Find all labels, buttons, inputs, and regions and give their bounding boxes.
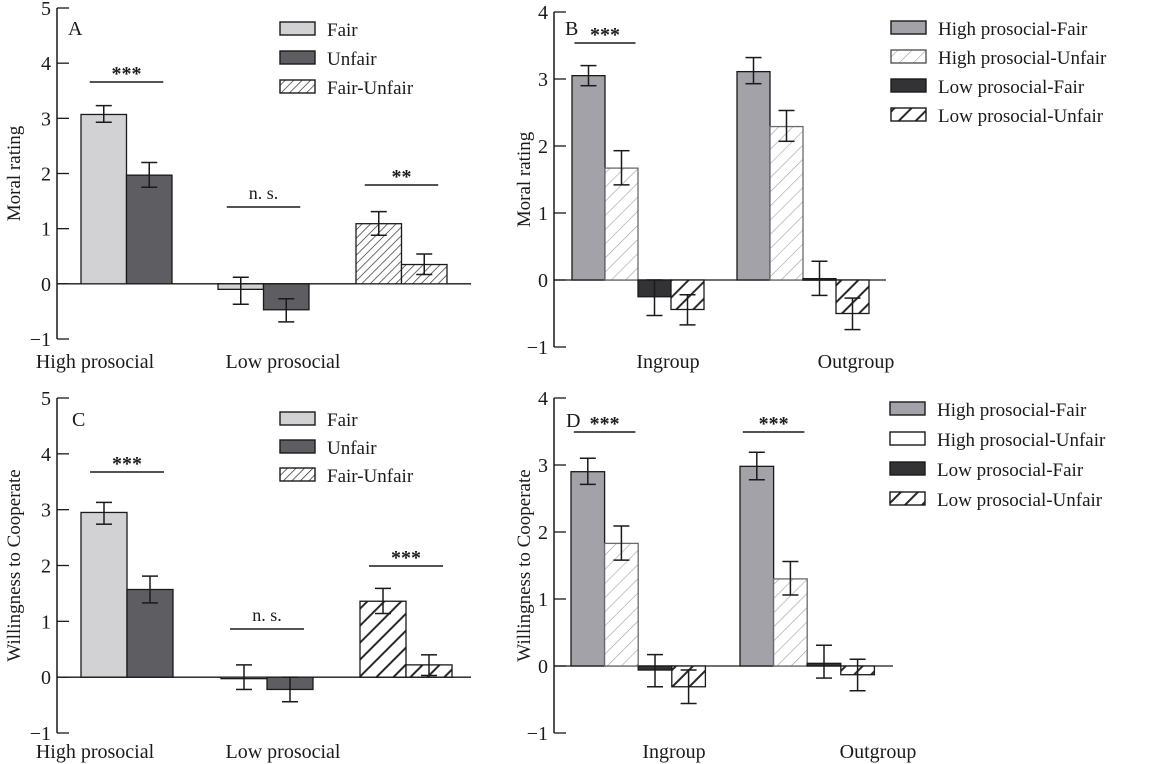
bar-high-prosocial-fair-ingroup: [571, 75, 606, 281]
legend-label: Fair-Unfair: [327, 466, 414, 487]
legend-swatch-low-prosocial-unfair: [889, 491, 926, 506]
legend-swatch-high-prosocial-fair: [890, 20, 927, 35]
x-category-label: Outgroup: [840, 741, 917, 763]
y-tick-label: 0: [538, 656, 548, 678]
x-category-label: Low prosocial: [226, 741, 341, 763]
y-tick-label: 5: [41, 388, 51, 410]
significance-marker: n. s.: [252, 605, 282, 625]
y-tick-label: −1: [30, 329, 51, 351]
legend-swatch-fair: [279, 21, 316, 36]
y-tick-label: 3: [538, 69, 548, 91]
y-axis-label: Willingness to Cooperate: [514, 469, 535, 661]
panel-label: C: [72, 409, 85, 431]
legend-swatch-low-prosocial-fair: [889, 461, 926, 476]
significance-marker: ***: [590, 24, 620, 46]
legend-label: High prosocial-Unfair: [937, 430, 1106, 451]
y-tick-label: 2: [538, 136, 548, 158]
y-tick-label: 4: [538, 2, 548, 24]
y-tick-label: 0: [41, 274, 51, 296]
legend-label: Low prosocial-Fair: [937, 460, 1084, 481]
y-tick-label: 1: [538, 589, 548, 611]
legend-label: Low prosocial-Fair: [938, 77, 1085, 98]
bar-fair-high-prosocial: [80, 113, 128, 285]
y-tick-label: −1: [527, 337, 548, 359]
legend-swatch-fair-unfair: [279, 79, 316, 94]
y-tick-label: 4: [41, 444, 51, 466]
bar-high-prosocial-unfair-ingroup: [604, 167, 639, 281]
significance-marker: ***: [112, 63, 142, 85]
legend-label: Unfair: [327, 438, 377, 459]
legend-label: Fair: [327, 410, 358, 431]
y-axis-label: Moral rating: [514, 131, 535, 227]
x-category-label: Low prosocial: [226, 351, 341, 373]
y-tick-label: −1: [30, 723, 51, 745]
bar-high-prosocial-unfair-outgroup: [769, 125, 804, 281]
panel-d: −1 0 1 2 3 4 Willingness to Cooperate D *** *** In…: [514, 388, 1106, 763]
legend-label: Unfair: [327, 49, 377, 70]
significance-marker: ***: [391, 547, 421, 569]
legend-swatch-low-prosocial-unfair: [890, 107, 927, 122]
bar-high-prosocial-unfair-ingroup: [603, 542, 639, 667]
panel-label: A: [68, 18, 83, 40]
legend-swatch-fair-unfair: [279, 467, 316, 482]
legend-label: Fair-Unfair: [327, 78, 414, 99]
y-tick-label: 4: [41, 53, 51, 75]
significance-marker: ***: [759, 413, 789, 435]
significance-marker: ***: [590, 413, 620, 435]
y-tick-label: 2: [41, 556, 51, 578]
y-tick-label: 1: [41, 611, 51, 633]
legend-swatch-high-prosocial-fair: [889, 401, 926, 416]
y-tick-label: 3: [41, 108, 51, 130]
bar-high-prosocial-fair-outgroup: [736, 70, 771, 281]
x-category-label: High prosocial: [36, 741, 155, 763]
significance-marker: ***: [112, 453, 142, 475]
y-tick-label: 3: [41, 500, 51, 522]
bar-high-prosocial-unfair-outgroup: [772, 578, 808, 667]
y-axis-label: Willingness to Cooperate: [4, 469, 25, 661]
x-category-label: Ingroup: [636, 351, 699, 373]
y-tick-label: −1: [527, 723, 548, 745]
legend-label: High prosocial-Fair: [938, 19, 1088, 40]
bar-fair-high-prosocial: [80, 511, 128, 678]
significance-marker: n. s.: [249, 183, 279, 203]
legend-label: High prosocial-Fair: [937, 400, 1087, 421]
legend-label: Fair: [327, 20, 358, 41]
bar-unfair-high-prosocial: [125, 174, 173, 285]
legend-swatch-unfair: [279, 50, 316, 65]
y-tick-label: 0: [41, 667, 51, 689]
x-category-label: High prosocial: [36, 351, 155, 373]
bar-low-prosocial-unfair-outgroup: [835, 279, 870, 315]
y-tick-label: 3: [538, 455, 548, 477]
y-tick-label: 1: [538, 203, 548, 225]
bar-high-prosocial-fair-ingroup: [570, 471, 606, 667]
legend-swatch-high-prosocial-unfair: [890, 49, 927, 64]
legend-swatch-low-prosocial-fair: [890, 78, 927, 93]
panel-label: D: [566, 410, 580, 432]
panel-b: −1 0 1 2 3 4 Moral rating B *** Ingroup Outgroup Hi…: [514, 2, 1107, 373]
legend-label: Low prosocial-Unfair: [938, 106, 1104, 127]
legend-swatch-fair: [279, 411, 316, 426]
y-tick-label: 5: [41, 0, 51, 20]
panel-label: B: [565, 18, 578, 40]
x-category-label: Ingroup: [642, 741, 705, 763]
legend-label: High prosocial-Unfair: [938, 48, 1107, 69]
y-axis-label: Moral rating: [4, 125, 25, 221]
y-tick-label: 0: [538, 270, 548, 292]
panel-c: −1 0 1 2 3 4 5 Willingness to Cooperate C *** n. s…: [4, 388, 471, 763]
y-tick-label: 4: [538, 388, 548, 410]
bar-unfair-high-prosocial: [126, 588, 174, 678]
panel-a: −1 0 1 2 3 4 5 Moral rating A *** n. s. ** High pros…: [4, 0, 471, 373]
y-tick-label: 2: [538, 522, 548, 544]
x-category-label: Outgroup: [818, 351, 895, 373]
significance-marker: **: [392, 166, 412, 188]
legend-swatch-unfair: [279, 439, 316, 454]
legend-swatch-high-prosocial-unfair: [889, 431, 926, 446]
y-tick-label: 2: [41, 164, 51, 186]
legend-label: Low prosocial-Unfair: [937, 490, 1103, 511]
bar-high-prosocial-fair-outgroup: [739, 465, 775, 667]
y-tick-label: 1: [41, 219, 51, 241]
